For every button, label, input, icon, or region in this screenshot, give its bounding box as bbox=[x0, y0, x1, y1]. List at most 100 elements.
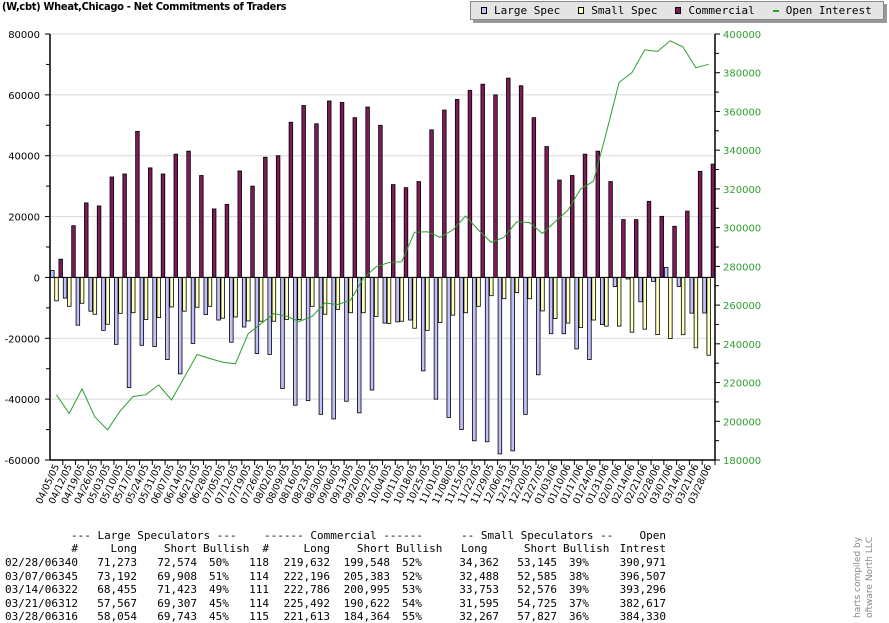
legend: Large Spec Small Spec Commercial Open Inter… bbox=[470, 1, 884, 20]
commercial-bar bbox=[96, 205, 102, 278]
small-spec-bar bbox=[553, 277, 558, 319]
large-spec-bar bbox=[280, 277, 285, 389]
small-spec-bar bbox=[514, 277, 520, 294]
cell-s_long: 32,267 bbox=[459, 610, 499, 623]
commercial-bar bbox=[58, 258, 63, 278]
large-spec-bar bbox=[75, 277, 81, 326]
cell-l_num: 312 bbox=[58, 596, 78, 610]
small-spec-bar bbox=[246, 277, 251, 322]
commercial-bar bbox=[633, 219, 639, 278]
legend-swatch bbox=[578, 7, 585, 14]
small-spec-bar bbox=[284, 277, 289, 320]
y2-tick-label: 380000 bbox=[723, 69, 761, 80]
large-spec-bar bbox=[484, 277, 490, 443]
cell-c_bull: 55% bbox=[402, 610, 422, 623]
small-spec-bar bbox=[629, 277, 635, 333]
cell-c_short: 205,383 bbox=[343, 569, 390, 583]
col-header-oi: Intrest bbox=[619, 542, 666, 555]
cell-c_short: 184,364 bbox=[343, 610, 390, 623]
small-spec-bar bbox=[489, 277, 494, 297]
commercial-bar bbox=[697, 170, 703, 278]
large-spec-bar bbox=[497, 277, 503, 455]
legend-label: Large Spec bbox=[494, 4, 561, 17]
cell-s_short: 52,576 bbox=[517, 583, 557, 597]
large-spec-bar bbox=[203, 277, 208, 315]
cell-s_bull: 39% bbox=[569, 583, 589, 597]
commercial-bar bbox=[531, 117, 537, 278]
large-spec-bar bbox=[88, 277, 93, 312]
legend-swatch bbox=[675, 7, 682, 14]
col-header-l_long: Long bbox=[110, 542, 138, 555]
small-spec-bar bbox=[706, 277, 711, 356]
small-spec-bar bbox=[412, 277, 417, 329]
commercial-bar bbox=[288, 121, 294, 278]
cell-c_short: 190,622 bbox=[343, 596, 390, 610]
large-spec-bar bbox=[433, 277, 439, 400]
commercial-bar bbox=[544, 146, 549, 278]
header-small-speculators: -- Small Speculators -- bbox=[461, 529, 614, 542]
col-header-l_short: Short bbox=[163, 542, 197, 555]
commercial-bar bbox=[135, 130, 140, 278]
small-spec-bar bbox=[693, 277, 699, 349]
commercial-bar bbox=[403, 187, 409, 278]
large-spec-bar bbox=[114, 277, 119, 345]
chart-title: (W,cbt) Wheat,Chicago - Net Commitments … bbox=[2, 0, 287, 13]
small-spec-bar bbox=[527, 277, 532, 300]
large-spec-bar bbox=[177, 277, 183, 375]
commercial-bar bbox=[71, 225, 76, 278]
small-spec-bar bbox=[143, 277, 149, 320]
commercial-bar bbox=[646, 200, 652, 278]
large-spec-bar bbox=[62, 277, 68, 299]
large-spec-bar bbox=[293, 277, 298, 406]
commercial-bar bbox=[582, 153, 588, 278]
header-large-speculators: --- Large Speculators --- bbox=[71, 529, 237, 542]
small-spec-bar bbox=[118, 277, 123, 314]
row-date: 03/14/06 bbox=[5, 583, 58, 597]
large-spec-bar bbox=[254, 277, 260, 354]
y2-tick-label: 220000 bbox=[723, 379, 761, 390]
cell-l_long: 71,273 bbox=[97, 556, 137, 569]
small-spec-bar bbox=[131, 277, 136, 314]
col-header-c_bull: Bullish bbox=[396, 542, 443, 555]
commercial-bar bbox=[480, 83, 485, 278]
commercial-bar bbox=[467, 89, 473, 278]
commercial-bar bbox=[378, 124, 383, 278]
large-spec-bar bbox=[587, 277, 592, 360]
commercial-bar bbox=[186, 150, 191, 278]
large-spec-bar bbox=[139, 277, 145, 346]
small-spec-bar bbox=[361, 277, 366, 314]
y-tick-label: 0 bbox=[34, 273, 40, 284]
small-spec-bar bbox=[386, 277, 392, 324]
y2-tick-label: 340000 bbox=[723, 146, 761, 157]
cell-c_num: 114 bbox=[249, 569, 269, 583]
large-spec-bar bbox=[651, 277, 656, 282]
col-header-s_short: Short bbox=[523, 542, 557, 555]
cell-c_short: 200,995 bbox=[343, 583, 390, 597]
large-spec-bar bbox=[408, 277, 413, 321]
commercial-bar bbox=[122, 173, 127, 278]
small-spec-bar bbox=[578, 277, 584, 329]
cell-s_short: 53,145 bbox=[517, 556, 557, 569]
commercial-bar bbox=[454, 99, 460, 278]
cell-c_long: 219,632 bbox=[283, 556, 330, 569]
cell-c_num: 115 bbox=[249, 610, 269, 623]
large-spec-bar bbox=[50, 270, 55, 278]
large-spec-bar bbox=[152, 277, 157, 347]
commercial-bar bbox=[84, 202, 89, 278]
commercial-bar bbox=[352, 117, 358, 278]
row-date: 03/21/06 bbox=[5, 596, 58, 610]
cell-s_short: 54,725 bbox=[517, 596, 557, 610]
small-spec-bar bbox=[220, 277, 225, 319]
commercial-bar bbox=[339, 102, 345, 278]
commercial-bar bbox=[250, 185, 255, 278]
y-tick-label: -60000 bbox=[5, 456, 40, 467]
commercial-bar bbox=[608, 181, 613, 278]
legend-item-open-interest: Open Interest bbox=[772, 4, 872, 17]
cell-c_short: 199,548 bbox=[343, 556, 390, 569]
small-spec-bar bbox=[680, 277, 686, 336]
cell-l_long: 68,455 bbox=[97, 583, 137, 597]
small-spec-bar bbox=[156, 277, 162, 318]
commercial-bar bbox=[109, 176, 115, 278]
commercial-bar bbox=[148, 167, 153, 278]
commercial-bar bbox=[557, 179, 562, 278]
